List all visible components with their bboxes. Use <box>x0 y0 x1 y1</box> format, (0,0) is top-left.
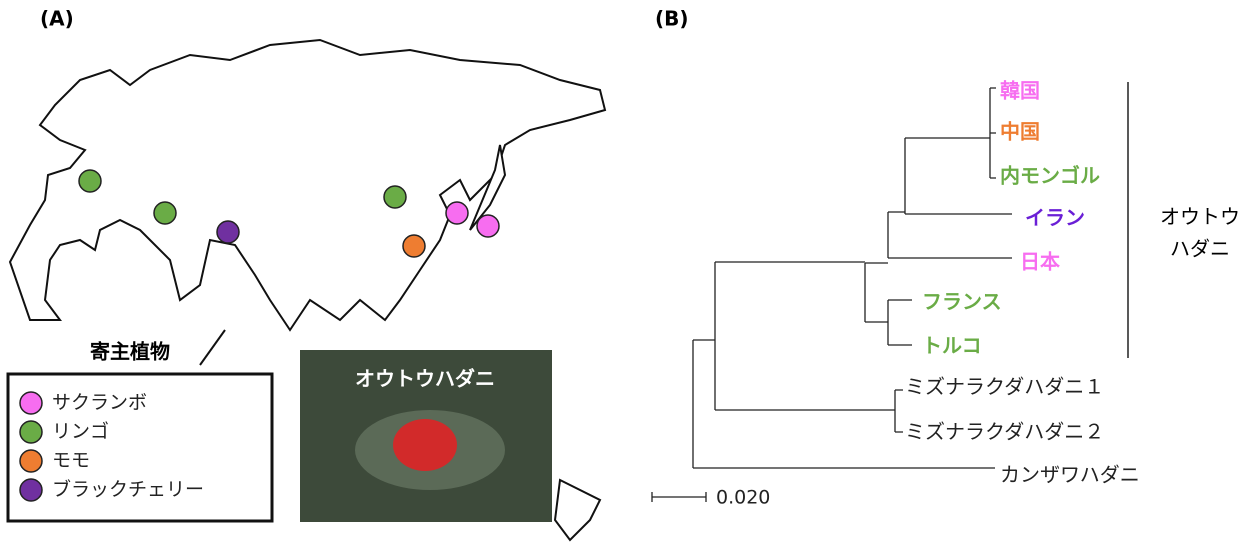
legend-pointer <box>200 330 225 365</box>
map-site <box>154 202 176 224</box>
leaf-label: トルコ <box>922 334 982 358</box>
legend-label: ブラックチェリー <box>52 478 204 501</box>
leaf-label: 韓国 <box>1000 79 1040 103</box>
scale-bar <box>652 492 706 502</box>
map-site <box>384 186 406 208</box>
legend-swatch <box>20 450 42 472</box>
leaf-label: 中国 <box>1000 120 1040 144</box>
legend-title: 寄主植物 <box>90 340 170 364</box>
legend-label: モモ <box>52 450 90 472</box>
scale-label: 0.020 <box>716 487 770 509</box>
leaf-label: 日本 <box>1020 250 1060 274</box>
legend-swatch <box>20 392 42 414</box>
clade-label: オウトウ <box>1160 205 1240 229</box>
panel-label: (B) <box>655 7 689 31</box>
legend-swatch <box>20 479 42 501</box>
legend-label: サクランボ <box>52 392 147 414</box>
leaf-label: カンザワハダニ <box>1000 463 1140 487</box>
photo-caption: オウトウハダニ <box>355 367 495 391</box>
map-site <box>217 221 239 243</box>
legend-swatch <box>20 421 42 443</box>
branches <box>693 88 1012 468</box>
map-site <box>477 215 499 237</box>
panel-label: (A) <box>40 7 74 31</box>
map-site <box>79 170 101 192</box>
legend-label: リンゴ <box>52 421 109 443</box>
leaf-label: 内モンゴル <box>1000 164 1100 188</box>
leaf-label: イラン <box>1025 206 1085 230</box>
leaf-label: ミズナラクダハダニ１ <box>905 375 1104 399</box>
leaf-label: ミズナラクダハダニ２ <box>905 420 1104 444</box>
map-island <box>555 480 600 540</box>
leaf-label: フランス <box>922 290 1002 314</box>
map-site <box>446 202 468 224</box>
tree <box>693 88 1012 468</box>
photo-mite <box>393 419 457 471</box>
map-site <box>403 235 425 257</box>
clade-label: ハダニ <box>1170 237 1230 261</box>
figure: (A) (B) 寄主植物 サクランボリンゴモモブラックチェリー オウトウハダニ … <box>0 0 1241 550</box>
